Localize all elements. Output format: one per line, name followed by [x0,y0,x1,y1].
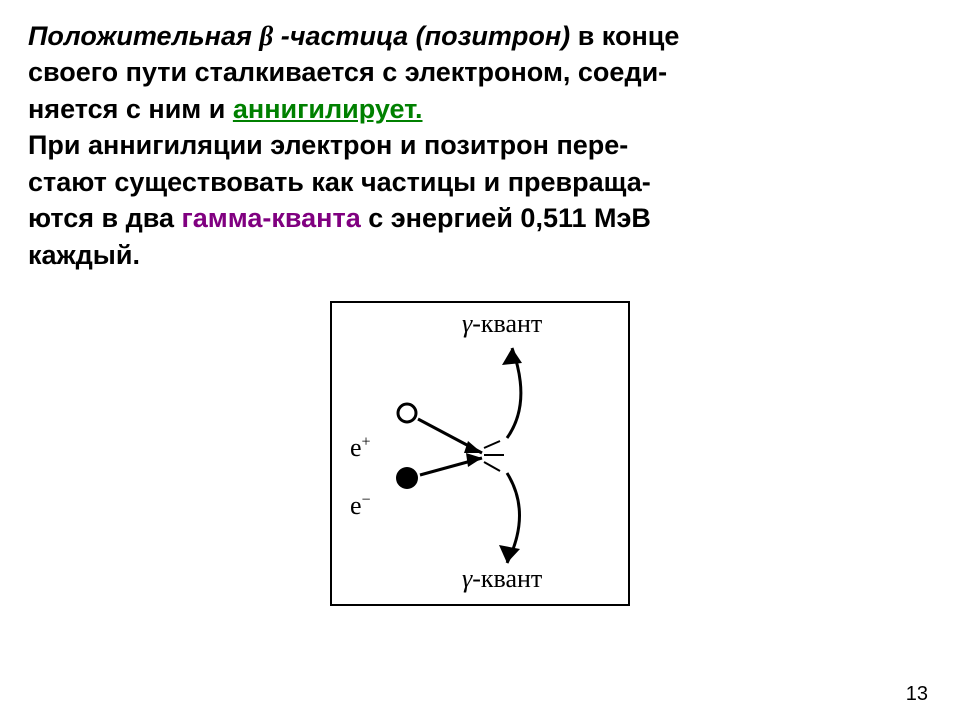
main-text: Положительная β -частица (позитрон) в ко… [28,18,932,273]
title-prefix: Положительная [28,21,259,51]
line6a: ются в два [28,203,182,233]
beta-symbol: β [259,21,273,51]
line6b: с энергией 0,511 МэВ [361,203,651,233]
electron-icon [396,467,418,489]
annihilation-diagram: γ-квант γ-квант e+ e− [330,301,630,606]
line1-rest: в конце [570,21,679,51]
annihilate-link[interactable]: аннигилирует. [233,94,423,124]
gamma-term: гамма-кванта [182,203,361,233]
page-number: 13 [906,683,928,706]
diagram-container: γ-квант γ-квант e+ e− [28,301,932,606]
title-mid: -частица (позитрон) [273,21,570,51]
line5: стают существовать как частицы и превращ… [28,167,651,197]
line3a: няется с ним и [28,94,233,124]
line7: каждый. [28,240,140,270]
diagram-svg [332,303,632,608]
line4: При аннигиляции электрон и позитрон пере… [28,130,628,160]
positron-icon [398,404,416,422]
line2: своего пути сталкивается с электроном, с… [28,57,667,87]
